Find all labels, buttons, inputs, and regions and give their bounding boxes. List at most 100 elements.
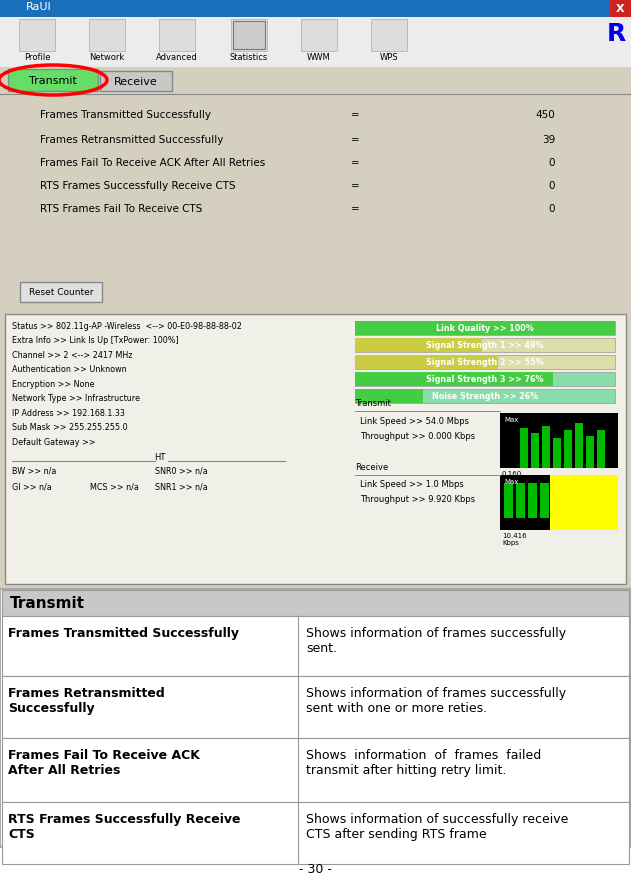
Bar: [159, 20, 195, 52]
Bar: [586, 437, 594, 468]
Bar: [89, 20, 125, 52]
Text: Frames Fail To Receive ACK After All Retries: Frames Fail To Receive ACK After All Ret…: [40, 158, 265, 168]
Text: 0.160
Kbps: 0.160 Kbps: [502, 470, 522, 483]
Text: Transmit: Transmit: [29, 76, 77, 86]
Bar: [2, 590, 629, 617]
Bar: [610, 0, 631, 18]
Text: 0: 0: [548, 203, 555, 214]
Text: Link Speed >> 1.0 Mbps: Link Speed >> 1.0 Mbps: [360, 480, 464, 488]
Bar: [575, 424, 583, 468]
Bar: [233, 22, 265, 50]
Text: Receive: Receive: [355, 462, 388, 472]
Bar: [355, 389, 423, 403]
Bar: [564, 431, 572, 468]
Bar: [355, 373, 553, 387]
Bar: [0, 0, 631, 18]
Bar: [550, 475, 618, 531]
Bar: [504, 483, 513, 518]
Bar: [0, 95, 631, 315]
Text: WWM: WWM: [307, 53, 331, 62]
Text: Link Quality >> 100%: Link Quality >> 100%: [436, 324, 534, 333]
Text: Statistics: Statistics: [230, 53, 268, 62]
Text: IP Address >> 192.168.1.33: IP Address >> 192.168.1.33: [12, 409, 125, 417]
Bar: [597, 431, 605, 468]
Bar: [355, 339, 615, 353]
Text: 450: 450: [535, 110, 555, 120]
Text: Profile: Profile: [24, 53, 50, 62]
Bar: [19, 20, 55, 52]
Text: Shows information of frames successfully
sent.: Shows information of frames successfully…: [306, 626, 566, 654]
Text: SNR1 >> n/a: SNR1 >> n/a: [155, 482, 208, 491]
Text: Shows information of successfully receive
CTS after sending RTS frame: Shows information of successfully receiv…: [306, 812, 569, 840]
Text: HT: HT: [155, 453, 166, 462]
Text: WPS: WPS: [380, 53, 398, 62]
Text: =: =: [351, 203, 360, 214]
Text: BW >> n/a: BW >> n/a: [12, 467, 56, 475]
Bar: [516, 483, 525, 518]
Text: Signal Strength 1 >> 49%: Signal Strength 1 >> 49%: [427, 341, 544, 350]
Bar: [355, 355, 498, 369]
Text: Max: Max: [504, 417, 519, 423]
Bar: [2, 738, 629, 802]
Bar: [0, 18, 631, 68]
Text: Channel >> 2 <--> 2417 MHz: Channel >> 2 <--> 2417 MHz: [12, 351, 133, 360]
Bar: [355, 355, 615, 369]
Bar: [5, 315, 626, 584]
Text: Frames Transmitted Successfully: Frames Transmitted Successfully: [8, 626, 239, 639]
Text: X: X: [616, 4, 624, 14]
Text: Sub Mask >> 255.255.255.0: Sub Mask >> 255.255.255.0: [12, 423, 127, 432]
Text: Status >> 802.11g-AP -Wireless  <--> 00-E0-98-88-88-02: Status >> 802.11g-AP -Wireless <--> 00-E…: [12, 322, 242, 331]
Text: - 30 -: - 30 -: [299, 862, 332, 875]
Text: Frames Retransmitted Successfully: Frames Retransmitted Successfully: [40, 135, 223, 145]
Bar: [2, 802, 629, 864]
Bar: [8, 70, 98, 92]
Bar: [355, 373, 615, 387]
Text: GI >> n/a: GI >> n/a: [12, 482, 52, 491]
Text: Receive: Receive: [114, 77, 158, 87]
Bar: [0, 589, 631, 847]
Text: Frames Retransmitted
Successfully: Frames Retransmitted Successfully: [8, 686, 165, 714]
Text: 0: 0: [548, 158, 555, 168]
Text: Shows information of frames successfully
sent with one or more reties.: Shows information of frames successfully…: [306, 686, 566, 714]
Text: =: =: [351, 181, 360, 191]
Text: R: R: [606, 22, 625, 46]
Text: Reset Counter: Reset Counter: [29, 289, 93, 297]
Text: 0: 0: [548, 181, 555, 191]
Text: RTS Frames Fail To Receive CTS: RTS Frames Fail To Receive CTS: [40, 203, 203, 214]
Text: Throughput >> 0.000 Kbps: Throughput >> 0.000 Kbps: [360, 431, 475, 440]
Text: 39: 39: [542, 135, 555, 145]
Text: Encryption >> None: Encryption >> None: [12, 380, 95, 389]
Bar: [0, 315, 631, 589]
Bar: [301, 20, 337, 52]
Text: SNR0 >> n/a: SNR0 >> n/a: [155, 467, 208, 475]
Text: =: =: [351, 158, 360, 168]
Bar: [2, 617, 629, 676]
Text: Frames Transmitted Successfully: Frames Transmitted Successfully: [40, 110, 211, 120]
Text: Throughput >> 9.920 Kbps: Throughput >> 9.920 Kbps: [360, 495, 475, 503]
Bar: [20, 282, 102, 303]
Text: Frames Fail To Receive ACK
After All Retries: Frames Fail To Receive ACK After All Ret…: [8, 748, 200, 776]
Bar: [371, 20, 407, 52]
Text: Authentication >> Unknown: Authentication >> Unknown: [12, 365, 127, 374]
Text: Network: Network: [90, 53, 125, 62]
Bar: [355, 339, 483, 353]
Bar: [500, 475, 618, 531]
Text: Transmit: Transmit: [355, 398, 391, 408]
Text: RTS Frames Successfully Receive CTS: RTS Frames Successfully Receive CTS: [40, 181, 235, 191]
Bar: [0, 68, 631, 95]
Text: Signal Strength 2 >> 55%: Signal Strength 2 >> 55%: [426, 358, 544, 367]
Bar: [100, 72, 172, 92]
Text: RaUI: RaUI: [26, 2, 52, 12]
Text: =: =: [351, 135, 360, 145]
Bar: [528, 483, 537, 518]
Bar: [540, 483, 549, 518]
Bar: [542, 426, 550, 468]
Text: Network Type >> Infrastructure: Network Type >> Infrastructure: [12, 394, 140, 403]
Bar: [520, 429, 528, 468]
Bar: [231, 20, 267, 52]
Text: Transmit: Transmit: [10, 595, 85, 610]
Text: 10.416
Kbps: 10.416 Kbps: [502, 532, 527, 545]
Bar: [355, 322, 615, 336]
Bar: [500, 414, 618, 468]
Text: Advanced: Advanced: [156, 53, 198, 62]
